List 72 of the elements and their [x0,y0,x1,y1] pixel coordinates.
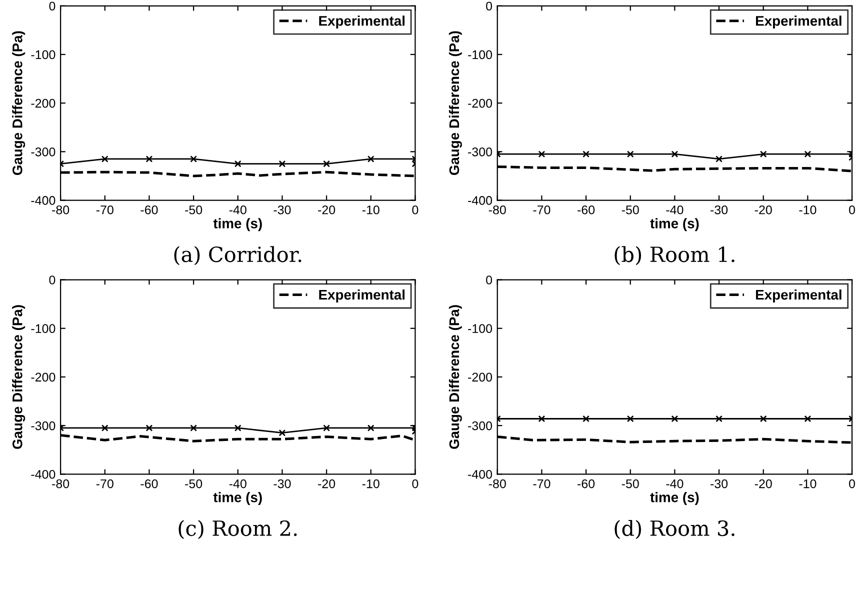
x-tick-label: -40 [666,479,684,488]
y-tick-label: -300 [468,147,492,156]
y-tick-label: -200 [468,98,492,108]
x-axis-title: time (s) [213,492,262,505]
x-tick-label: -60 [140,205,158,214]
x-tick-label: 0 [412,205,418,214]
x-tick-label: -30 [274,479,291,488]
x-tick-label: -40 [666,205,684,214]
x-tick-label: 0 [849,479,856,488]
x-tick-label: -50 [622,479,639,488]
y-tick-label: -400 [468,470,492,479]
y-tick-label: -100 [468,324,492,334]
text: (c) Room 2. [178,520,297,540]
x-tick-label: -70 [533,479,550,488]
x-tick-label: -80 [52,479,70,488]
x-tick-label: -40 [229,479,246,488]
y-tick-label: -300 [31,147,56,156]
y-tick-label: -300 [31,421,56,430]
legend-label: Experimental [756,289,842,302]
y-axis-title: Gauge Difference (Pa) [12,31,26,176]
x-tick-label: -80 [488,479,506,488]
x-tick-label: -10 [799,479,816,488]
y-tick-label: -100 [31,50,56,60]
y-tick-label: -400 [31,470,56,479]
x-tick-label: -20 [318,205,336,214]
legend-label: Experimental [319,16,404,29]
legend-label: Experimental [319,289,404,302]
y-tick-label: -100 [468,50,492,60]
x-tick-label: -80 [488,205,506,214]
x-tick-label: -50 [622,205,639,214]
y-tick-label: 0 [49,2,56,11]
y-tick-label: -100 [31,324,56,334]
x-tick-label: -70 [96,205,114,214]
text: (b) Room 1. [614,246,734,266]
y-tick-label: 0 [486,2,492,11]
x-tick-label: -60 [578,205,595,214]
y-tick-label: -200 [31,372,56,382]
x-tick-label: -50 [185,205,202,214]
y-tick-label: -400 [468,196,492,205]
x-tick-label: -60 [140,479,158,488]
y-tick-label: -400 [31,196,56,205]
y-axis-title: Gauge Difference (Pa) [448,31,462,176]
y-axis-title: Gauge Difference (Pa) [12,305,26,449]
y-tick-label: 0 [49,276,56,284]
x-tick-label: -80 [52,205,70,214]
x-tick-label: -10 [799,205,816,214]
y-tick-label: 0 [486,276,492,284]
x-tick-label: -60 [578,479,595,488]
x-tick-label: 0 [849,205,856,214]
y-axis-title: Gauge Difference (Pa) [448,305,462,449]
y-tick-label: -300 [468,421,492,430]
x-tick-label: -70 [96,479,114,488]
legend-label: Experimental [756,16,842,29]
x-tick-label: -10 [362,205,380,214]
x-tick-label: -70 [533,205,550,214]
x-axis-title: time (s) [213,218,262,232]
x-axis-title: time (s) [650,492,699,505]
x-tick-label: 0 [412,479,418,488]
y-tick-label: -200 [31,98,56,108]
x-tick-label: -30 [710,479,728,488]
text: (d) Room 3. [614,520,734,540]
x-tick-label: -50 [185,479,202,488]
text: (a) Corridor. [174,246,302,266]
x-axis-title: time (s) [650,218,699,232]
x-tick-label: -30 [710,205,728,214]
x-tick-label: -40 [229,205,246,214]
x-tick-label: -20 [318,479,336,488]
y-tick-label: -200 [468,372,492,382]
x-tick-label: -10 [362,479,380,488]
x-tick-label: -20 [754,205,772,214]
x-tick-label: -20 [754,479,772,488]
x-tick-label: -30 [274,205,291,214]
